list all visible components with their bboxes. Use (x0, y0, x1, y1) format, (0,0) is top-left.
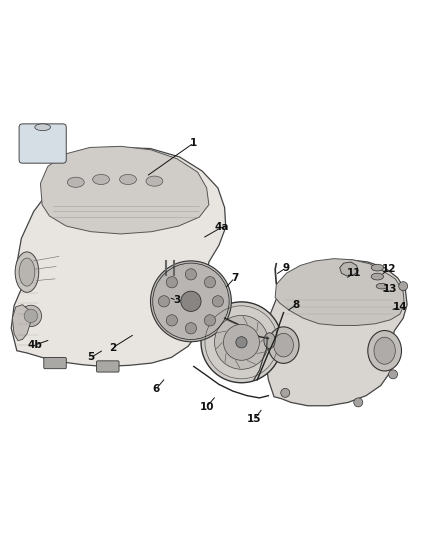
Ellipse shape (374, 337, 396, 364)
Circle shape (185, 269, 197, 280)
Polygon shape (11, 148, 226, 367)
Text: 13: 13 (383, 284, 398, 294)
Ellipse shape (24, 309, 38, 322)
Ellipse shape (19, 258, 35, 286)
Text: 4b: 4b (28, 340, 42, 350)
Circle shape (166, 277, 177, 288)
Circle shape (166, 315, 177, 326)
Text: 11: 11 (346, 268, 361, 278)
Circle shape (389, 370, 398, 379)
Polygon shape (340, 262, 358, 276)
Text: 2: 2 (109, 343, 116, 353)
Polygon shape (12, 305, 31, 341)
Circle shape (223, 325, 259, 360)
Text: 6: 6 (152, 384, 160, 394)
Ellipse shape (368, 330, 402, 371)
Ellipse shape (274, 333, 293, 357)
Circle shape (151, 261, 231, 342)
Ellipse shape (264, 333, 275, 349)
Circle shape (201, 302, 282, 383)
Polygon shape (212, 309, 255, 374)
Text: 5: 5 (87, 352, 95, 362)
FancyBboxPatch shape (19, 124, 66, 163)
Text: 7: 7 (231, 273, 238, 282)
Polygon shape (265, 260, 407, 406)
Ellipse shape (371, 273, 384, 280)
Circle shape (354, 398, 363, 407)
Text: 12: 12 (381, 264, 396, 274)
Text: 3: 3 (173, 295, 180, 305)
Circle shape (236, 337, 247, 348)
Polygon shape (40, 147, 209, 234)
Text: 4a: 4a (215, 222, 229, 232)
Ellipse shape (146, 176, 163, 186)
Ellipse shape (93, 174, 110, 184)
Circle shape (159, 296, 170, 307)
Ellipse shape (268, 327, 299, 364)
Text: 9: 9 (283, 263, 290, 272)
Text: 10: 10 (199, 402, 214, 412)
Ellipse shape (120, 174, 137, 184)
Circle shape (205, 315, 215, 326)
Ellipse shape (67, 177, 84, 187)
Circle shape (281, 389, 290, 397)
Text: 8: 8 (293, 300, 300, 310)
FancyBboxPatch shape (44, 358, 66, 369)
Polygon shape (275, 259, 404, 326)
Text: 14: 14 (392, 302, 407, 312)
Circle shape (205, 277, 215, 288)
Text: 15: 15 (247, 414, 261, 424)
Ellipse shape (371, 264, 384, 271)
Circle shape (399, 281, 408, 290)
Ellipse shape (20, 305, 42, 327)
Circle shape (181, 291, 201, 311)
Circle shape (215, 316, 268, 369)
Ellipse shape (376, 284, 388, 289)
Text: 1: 1 (190, 138, 198, 148)
Ellipse shape (35, 124, 50, 131)
Circle shape (185, 322, 197, 334)
Ellipse shape (15, 252, 39, 292)
Ellipse shape (171, 270, 227, 330)
Circle shape (212, 296, 223, 307)
FancyBboxPatch shape (97, 361, 119, 372)
